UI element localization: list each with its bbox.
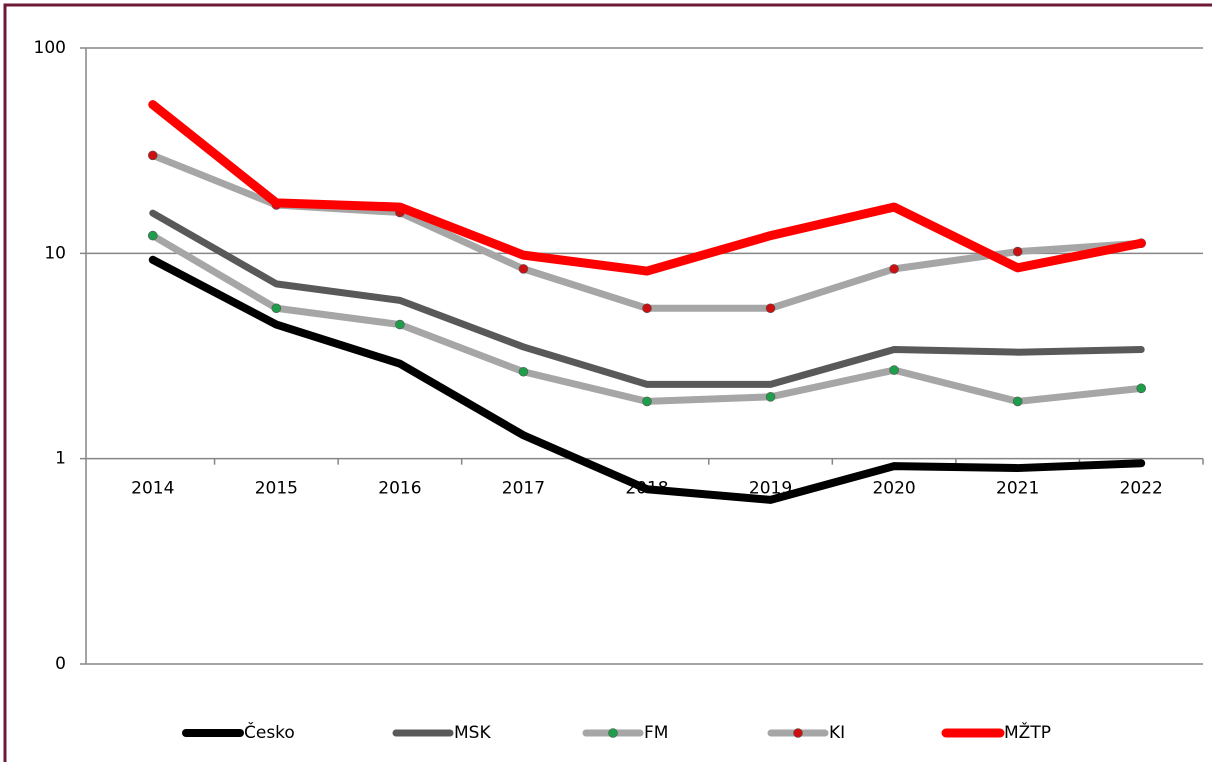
legend-marker [793,728,803,738]
x-tick-label: 2020 [872,479,915,499]
series-marker [1136,383,1147,394]
x-tick-label: 2022 [1120,479,1163,499]
series-marker [395,319,405,330]
series-marker [518,366,529,377]
y-tick-label: 0 [55,654,66,674]
frame [3,3,1212,762]
x-tick-label: 2016 [378,479,421,499]
series-marker [765,392,776,402]
series-marker [642,396,652,407]
y-tick-label: 100 [34,38,66,58]
legend-marker [608,728,618,738]
legend-label: MSK [454,723,491,743]
series-marker [1012,246,1023,257]
series-line [148,255,1146,504]
series-marker [889,365,899,375]
series-marker [518,264,529,274]
legend-label: MŽTP [1004,721,1051,743]
series-line [149,209,1145,388]
series-marker [147,230,158,241]
x-tick-label: 2015 [255,479,298,499]
series-marker [1012,396,1023,407]
series-line [148,100,1146,276]
legend-label: KI [829,723,845,743]
series-marker [765,303,776,314]
y-tick-label: 10 [44,243,66,263]
legend-label: FM [644,723,668,743]
legend-label: Česko [244,721,295,743]
series-marker [889,264,899,274]
series-marker [271,303,282,314]
x-tick-label: 2021 [996,479,1039,499]
x-tick-label: 2014 [131,479,174,499]
series-marker [642,303,652,314]
series-marker [147,150,158,161]
x-tick-label: 2017 [502,479,545,499]
y-tick-label: 1 [55,449,66,469]
